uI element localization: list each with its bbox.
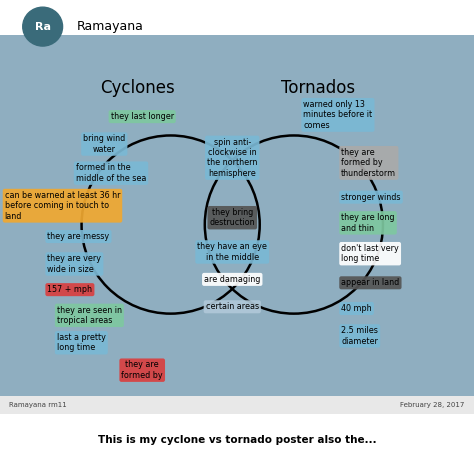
Text: they last longer: they last longer — [110, 112, 174, 121]
Text: don't last very
long time: don't last very long time — [341, 244, 399, 263]
FancyBboxPatch shape — [0, 0, 474, 53]
FancyBboxPatch shape — [0, 396, 474, 414]
Text: they are seen in
tropical areas: they are seen in tropical areas — [57, 306, 122, 325]
Text: Tornados: Tornados — [281, 79, 355, 96]
Text: they have an eye
in the middle: they have an eye in the middle — [197, 242, 267, 262]
Text: stronger winds: stronger winds — [341, 193, 401, 202]
Text: they are very
wide in size: they are very wide in size — [47, 254, 101, 274]
Text: appear in land: appear in land — [341, 278, 400, 288]
Text: they are messy: they are messy — [47, 232, 109, 241]
Text: they are
formed by
thunderstorm: they are formed by thunderstorm — [341, 148, 396, 178]
Text: formed in the
middle of the sea: formed in the middle of the sea — [76, 163, 146, 183]
Text: February 28, 2017: February 28, 2017 — [400, 402, 465, 408]
Text: they are long
and thin: they are long and thin — [341, 213, 395, 232]
Text: last a pretty
long time: last a pretty long time — [57, 333, 106, 352]
Text: Ra: Ra — [35, 22, 51, 31]
Text: spin anti-
clockwise in
the northern
hemisphere: spin anti- clockwise in the northern hem… — [207, 138, 257, 178]
Circle shape — [23, 7, 63, 46]
FancyBboxPatch shape — [0, 35, 474, 396]
Text: they are
formed by: they are formed by — [121, 361, 163, 380]
Text: This is my cyclone vs tornado poster also the...: This is my cyclone vs tornado poster als… — [98, 435, 376, 444]
Text: they bring
destruction: they bring destruction — [210, 208, 255, 227]
Text: Ramayana rm11: Ramayana rm11 — [9, 402, 67, 408]
Text: 2.5 miles
diameter: 2.5 miles diameter — [341, 326, 378, 345]
Text: warned only 13
minutes before it
comes: warned only 13 minutes before it comes — [303, 100, 373, 130]
Text: 40 mph: 40 mph — [341, 304, 372, 313]
Text: bring wind
water: bring wind water — [83, 134, 126, 154]
Text: Cyclones: Cyclones — [100, 79, 175, 96]
Text: Ramayana: Ramayana — [77, 20, 144, 33]
Text: can be warned at least 36 hr
before coming in touch to
land: can be warned at least 36 hr before comi… — [5, 191, 120, 220]
Text: certain areas: certain areas — [206, 302, 259, 311]
Text: 157 + mph: 157 + mph — [47, 285, 92, 294]
FancyBboxPatch shape — [0, 414, 474, 463]
Text: are damaging: are damaging — [204, 275, 260, 284]
